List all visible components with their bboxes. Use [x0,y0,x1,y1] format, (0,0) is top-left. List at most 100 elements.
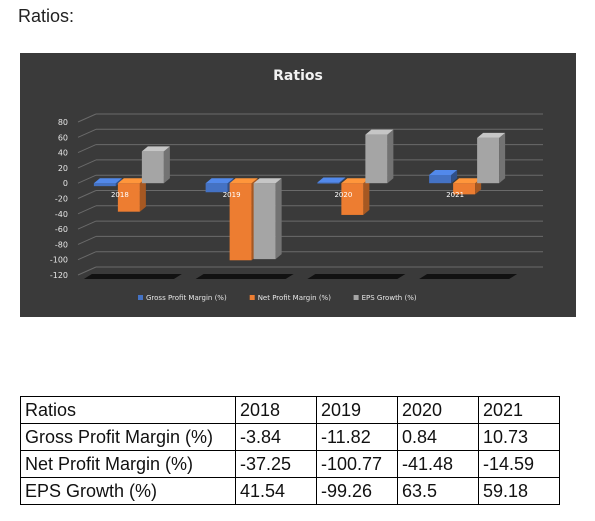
bar-front [429,174,452,184]
y-tick-label: 40 [58,149,68,158]
table-cell: -11.82 [316,423,398,451]
table-cell: EPS Growth (%) [20,477,236,505]
floor-shadow [307,274,406,279]
bar [117,178,146,212]
legend-swatch [249,295,255,300]
gridline-side [77,159,97,169]
gridline-side [77,174,97,184]
bar [429,169,458,184]
table-cell: 59.18 [478,477,560,505]
y-tick-label: 80 [58,118,68,127]
table-header-cell: Ratios [20,396,236,424]
bar-front [341,183,364,215]
bar-front [229,183,252,261]
x-category-label: 2018 [111,191,129,199]
y-tick-label: 0 [63,179,68,188]
table-cell: Net Profit Margin (%) [20,450,236,478]
y-tick-label: -100 [50,256,68,265]
bar [253,178,282,260]
floor-shadow [195,274,294,279]
y-tick-label: 60 [58,133,68,142]
bar-side [339,177,346,184]
table-cell: 41.54 [235,477,317,505]
legend-label: Gross Profit Margin (%) [146,294,227,302]
bar [317,177,346,184]
gridline-side [77,266,97,276]
y-tick-label: 20 [58,164,68,173]
bar-front [453,183,476,195]
bar-front [93,183,116,187]
x-category-label: 2021 [446,191,464,199]
bar [205,178,234,193]
bar-top [141,146,170,152]
bar-side [451,169,458,184]
bar-top [205,178,234,184]
table-header-cell: 2019 [316,396,398,424]
bar-side [139,178,146,212]
bar-front [253,183,276,260]
table-header-row: Ratios 2018 2019 2020 2021 [20,396,560,424]
table-row: Gross Profit Margin (%) -3.84 -11.82 0.84 10… [20,423,560,451]
legend-swatch [138,295,143,300]
bar [365,129,394,184]
floor-shadow [419,274,518,279]
table-cell: 0.84 [397,423,479,451]
bar-top [317,177,346,183]
bar-side [387,129,394,184]
ratios-table: Ratios 2018 2019 2020 2021 Gross Profit Margi… [20,396,560,505]
bar-side [275,178,282,260]
bar-side [163,146,170,184]
bar [141,146,170,184]
bar-top [453,178,482,184]
bar-front [205,183,228,193]
table-cell: -37.25 [235,450,317,478]
table-cell: -41.48 [397,450,479,478]
table-header-cell: 2020 [397,396,479,424]
bar-front [117,183,140,212]
chart-canvas: Ratios 80 60 40 20 0 -20 -40 -60 -80 -100 -120 201… [50,68,543,302]
bar-side [499,132,506,184]
gridline-side [77,113,97,123]
gridline-side [77,235,97,245]
gridline-side [77,205,97,215]
gridline-side [77,128,97,138]
x-category-label: 2020 [334,191,352,199]
gridline-side [77,190,97,199]
bar-top [341,178,370,184]
bar [341,178,370,215]
y-tick-label: -120 [50,271,68,280]
table-cell: -3.84 [235,423,317,451]
x-category-label: 2019 [223,191,241,199]
table-cell: 10.73 [478,423,560,451]
bar-top [429,169,458,175]
bar-side [115,178,122,187]
table-cell: 63.5 [397,477,479,505]
bar [477,132,506,184]
bar-top [93,178,122,184]
table-cell: -99.26 [316,477,398,505]
table-cell: -100.77 [316,450,398,478]
y-tick-label: -80 [55,240,68,249]
floor-shadow [83,274,182,279]
table-header-cell: 2018 [235,396,317,424]
bar-front [317,182,340,184]
bar-top [229,178,258,184]
legend-label: Net Profit Margin (%) [258,294,332,302]
table-row: EPS Growth (%) 41.54 -99.26 63.5 59.18 [20,477,560,505]
bar-side [363,178,370,215]
ratios-chart: Ratios 80 60 40 20 0 -20 -40 -60 -80 -100 -120 201… [20,53,576,317]
gridline-side [77,251,97,261]
bar-front [477,137,500,184]
gridline-side [77,144,97,154]
table-header-cell: 2021 [478,396,560,424]
bar-front [141,151,164,184]
bar [93,178,122,187]
table-cell: -14.59 [478,450,560,478]
y-tick-label: -20 [55,195,68,204]
bar-top [365,129,394,135]
legend-label: EPS Growth (%) [362,294,417,302]
bar-top [117,178,146,184]
bar-front [365,134,388,184]
bar-top [477,132,506,138]
page-heading: Ratios: [18,6,75,26]
